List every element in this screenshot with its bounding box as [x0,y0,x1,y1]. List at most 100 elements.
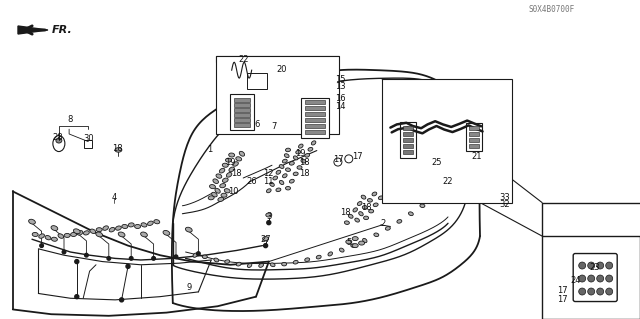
Text: 16: 16 [335,94,346,103]
Text: 18: 18 [112,144,122,153]
Ellipse shape [83,231,90,235]
Ellipse shape [397,219,401,224]
Ellipse shape [239,152,245,156]
Ellipse shape [220,168,225,173]
Ellipse shape [286,186,290,190]
Circle shape [129,256,133,260]
Text: 11: 11 [264,177,274,186]
Ellipse shape [224,189,230,193]
Ellipse shape [56,138,62,143]
Text: 21: 21 [472,152,482,161]
Ellipse shape [339,248,344,252]
Ellipse shape [214,189,221,193]
Ellipse shape [209,196,214,200]
Ellipse shape [229,167,234,172]
Ellipse shape [294,260,298,264]
Bar [230,94,254,130]
Circle shape [174,255,178,259]
Ellipse shape [554,285,560,290]
Circle shape [107,256,111,260]
Ellipse shape [232,162,239,166]
Ellipse shape [433,93,508,148]
Ellipse shape [431,195,436,199]
Circle shape [579,288,586,295]
Ellipse shape [289,179,294,183]
Ellipse shape [373,203,378,206]
Text: 23: 23 [590,263,600,272]
Text: 1: 1 [207,145,212,154]
Ellipse shape [52,237,57,241]
Text: 19: 19 [225,158,236,167]
Text: 18: 18 [340,208,351,217]
Bar [234,103,250,107]
Ellipse shape [372,192,377,196]
Text: 4: 4 [111,193,116,202]
Bar [301,98,329,138]
Ellipse shape [299,144,303,148]
Bar [305,100,325,104]
Text: 18: 18 [361,203,371,212]
Ellipse shape [282,159,287,163]
Ellipse shape [202,255,207,259]
Ellipse shape [369,209,374,213]
Circle shape [196,252,200,256]
Circle shape [596,262,604,269]
Ellipse shape [213,179,218,183]
Text: 19: 19 [296,149,306,158]
Ellipse shape [289,161,294,165]
Ellipse shape [214,258,219,262]
Ellipse shape [305,257,309,262]
Ellipse shape [163,230,170,235]
Bar [468,132,479,136]
Bar [468,126,479,130]
Bar [468,144,479,148]
Ellipse shape [284,154,289,158]
Ellipse shape [216,174,222,178]
Ellipse shape [361,195,366,199]
Ellipse shape [77,231,83,235]
Ellipse shape [115,226,122,230]
Ellipse shape [383,189,388,193]
Ellipse shape [97,227,102,232]
Text: 9: 9 [186,283,191,292]
Bar [403,126,413,130]
Text: 27: 27 [260,235,271,244]
Text: 7: 7 [271,122,276,130]
Ellipse shape [374,233,379,237]
Ellipse shape [237,262,241,266]
Ellipse shape [222,178,228,182]
Text: 17: 17 [333,155,343,164]
Text: S0X4B0700F: S0X4B0700F [529,5,575,14]
Circle shape [605,262,612,269]
Text: 20: 20 [276,65,287,74]
Ellipse shape [276,171,281,174]
Bar [403,144,413,148]
Circle shape [337,160,339,164]
Circle shape [264,244,268,248]
Ellipse shape [316,255,321,259]
Ellipse shape [122,225,128,228]
Ellipse shape [193,253,198,257]
Text: 24: 24 [571,276,581,285]
Bar [234,113,250,117]
Ellipse shape [362,206,367,209]
Circle shape [596,275,604,282]
Ellipse shape [364,216,369,220]
Ellipse shape [141,223,147,227]
Ellipse shape [554,296,560,301]
Ellipse shape [420,204,425,208]
Circle shape [75,295,79,299]
Ellipse shape [247,263,252,267]
Circle shape [588,288,595,295]
Text: 13: 13 [335,82,346,91]
Circle shape [62,250,66,254]
Ellipse shape [296,150,300,154]
Ellipse shape [218,197,223,202]
Ellipse shape [39,234,44,238]
Ellipse shape [311,141,316,145]
Ellipse shape [118,232,125,237]
Circle shape [605,288,612,295]
Circle shape [152,256,156,260]
Bar [305,118,325,122]
Ellipse shape [378,196,383,200]
